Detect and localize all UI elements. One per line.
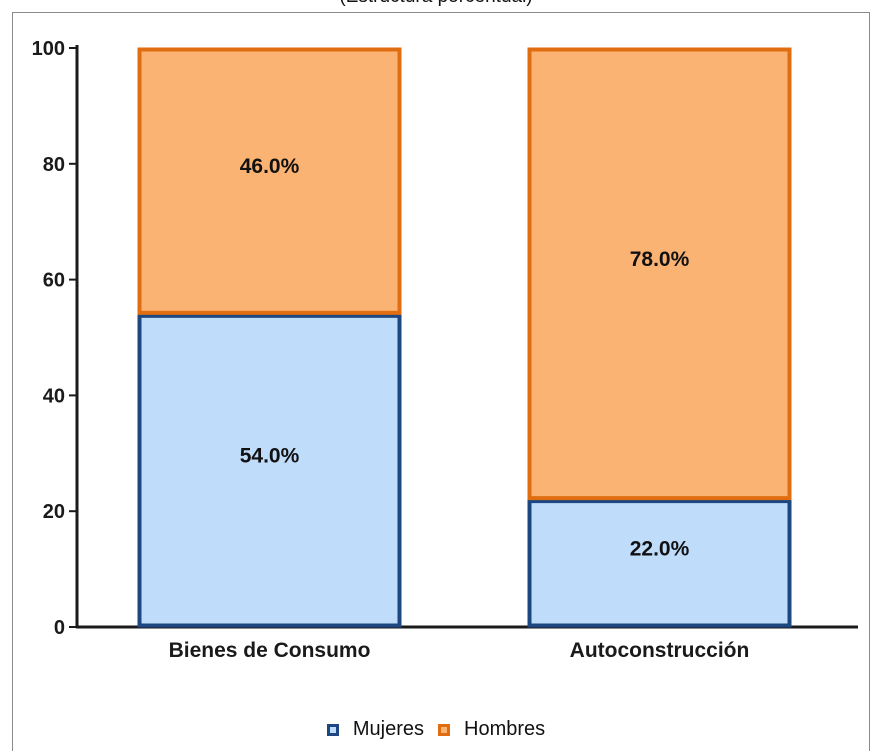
x-category-label-1: Autoconstrucción <box>570 639 750 662</box>
legend-swatch-mujeres <box>326 723 339 736</box>
data-label-hombres-0: 46.0% <box>240 155 300 178</box>
legend-label-mujeres: Mujeres <box>352 718 424 740</box>
legend-item-mujeres: Mujeres <box>326 718 424 741</box>
y-tick-label-60: 60 <box>43 270 65 292</box>
bar-mujeres-1 <box>527 499 792 628</box>
bar-hombres-1 <box>527 47 792 501</box>
y-tick-label-40: 40 <box>43 385 65 407</box>
x-category-label-0: Bienes de Consumo <box>169 639 371 662</box>
stacked-bar-chart: 0 20 40 60 80 100 54.0% 46.0% Bienes de Consumo 2… <box>32 38 858 662</box>
chart-subtitle: (Estructura porcentual) <box>0 0 872 8</box>
legend-swatch-hombres <box>438 723 450 736</box>
y-tick-label-0: 0 <box>54 617 65 639</box>
data-label-mujeres-1: 22.0% <box>630 537 690 560</box>
chart-legend: Mujeres Hombres <box>0 718 872 741</box>
bar-hombres-0 <box>137 47 402 315</box>
data-label-hombres-1: 78.0% <box>630 248 690 271</box>
y-tick-label-100: 100 <box>32 38 65 60</box>
y-tick-label-20: 20 <box>43 501 65 523</box>
legend-label-hombres: Hombres <box>464 718 546 740</box>
y-tick-label-80: 80 <box>43 154 65 176</box>
bar-mujeres-0 <box>137 313 402 628</box>
data-label-mujeres-0: 54.0% <box>240 445 300 468</box>
legend-item-hombres: Hombres <box>438 718 545 741</box>
